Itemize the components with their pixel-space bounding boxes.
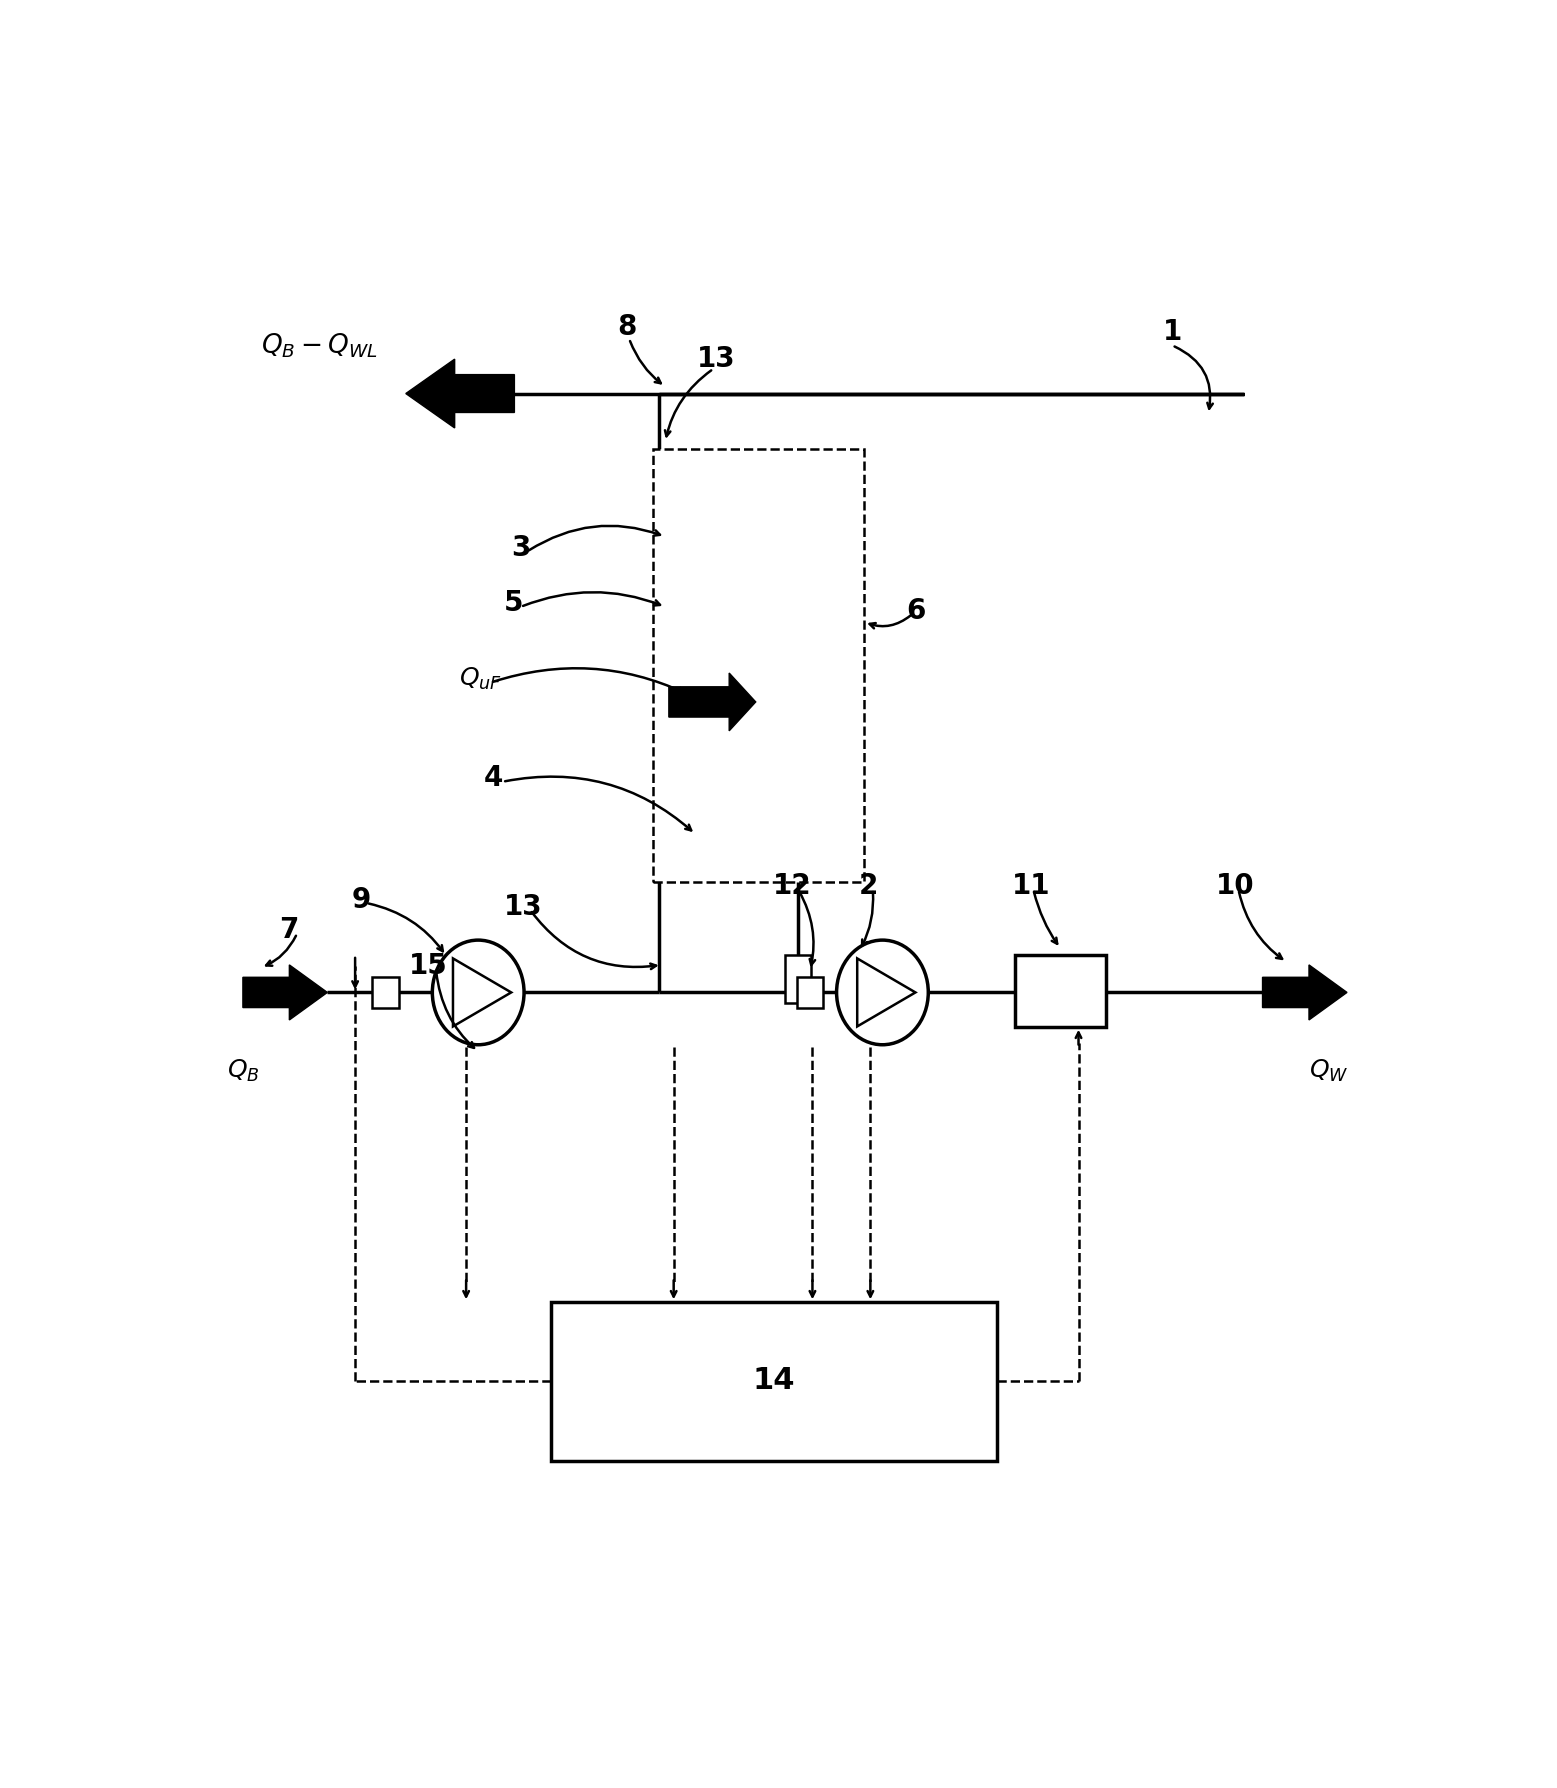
Text: 7: 7 [279,917,299,944]
Text: 3: 3 [511,535,529,561]
FancyArrow shape [1263,966,1347,1019]
Text: 15: 15 [409,953,448,980]
Text: $Q_B-Q_{WL}$: $Q_B-Q_{WL}$ [262,331,378,359]
Text: $Q_{uF}$: $Q_{uF}$ [459,665,501,692]
FancyArrow shape [670,672,755,731]
Text: 10: 10 [1216,873,1253,901]
Text: 2: 2 [858,873,878,901]
Bar [372,978,399,1008]
Text: 4: 4 [484,763,503,792]
Text: 8: 8 [617,313,637,342]
Text: 11: 11 [1012,873,1049,901]
Bar [659,463,797,876]
Text: 13: 13 [696,345,735,374]
Text: 1: 1 [1163,318,1182,345]
Text: 14: 14 [752,1366,796,1395]
Bar [652,449,864,881]
Text: 9: 9 [352,887,371,914]
Bar [785,955,811,1003]
Text: 5: 5 [503,588,523,617]
Bar [551,1302,996,1461]
Text: $Q_B$: $Q_B$ [227,1058,258,1084]
Text: 6: 6 [906,597,926,626]
Text: 13: 13 [503,892,542,921]
FancyArrow shape [406,359,514,427]
Bar [797,978,824,1008]
Bar [1015,955,1105,1026]
FancyArrow shape [243,966,327,1019]
Text: $Q_W$: $Q_W$ [1309,1058,1348,1084]
Text: 12: 12 [772,873,811,901]
